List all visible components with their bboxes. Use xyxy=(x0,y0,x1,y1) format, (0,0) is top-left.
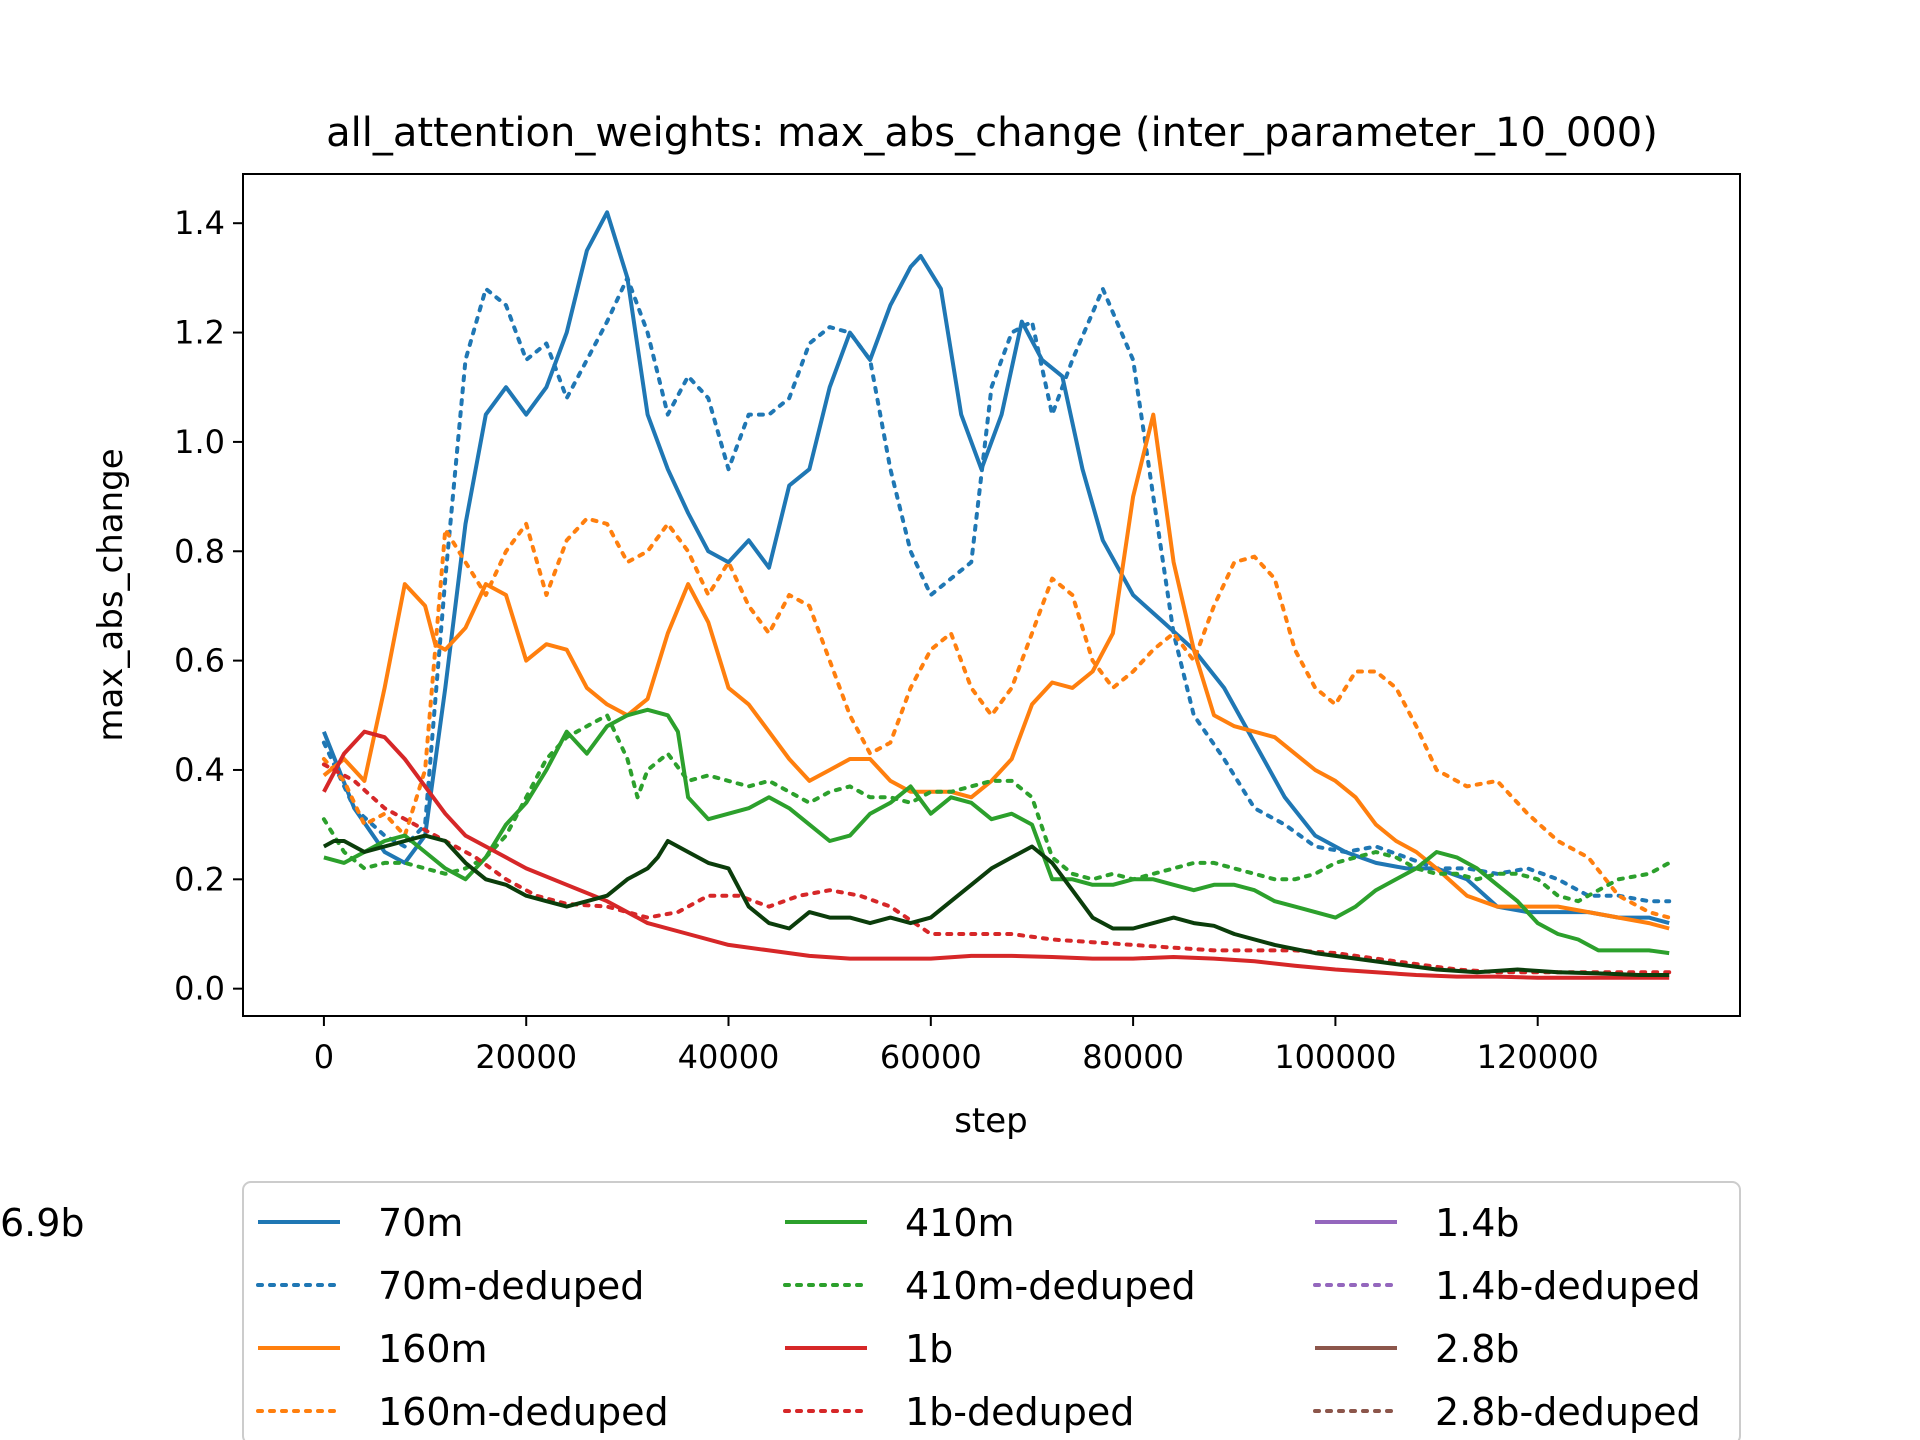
legend-label-8: 1.4b xyxy=(1435,1201,1520,1245)
y-axis-label: max_abs_change xyxy=(91,448,131,741)
series-line-4 xyxy=(323,707,1670,956)
legend-label-9: 1.4b-deduped xyxy=(1435,1264,1701,1308)
x-tick-label: 0 xyxy=(314,1038,334,1076)
series-line-12 xyxy=(322,833,1670,977)
series-line-1 xyxy=(321,275,1672,904)
y-tick-label: 1.4 xyxy=(174,204,225,242)
series-group xyxy=(321,210,1672,980)
x-axis: 0 20000 40000 60000 80000 100000 120000 xyxy=(314,1016,1599,1076)
y-tick-label: 0.6 xyxy=(174,642,225,680)
series-line-0 xyxy=(322,210,1670,926)
y-tick-label: 0.4 xyxy=(174,751,225,789)
y-tick-label: 0.0 xyxy=(174,970,225,1008)
x-tick-label: 20000 xyxy=(475,1038,577,1076)
chart-title: all_attention_weights: max_abs_change (i… xyxy=(326,110,1658,156)
series-line-7 xyxy=(321,762,1672,975)
legend-label-10: 2.8b xyxy=(1435,1327,1520,1371)
y-tick-label: 0.2 xyxy=(174,860,225,898)
legend-label-3: 160m-deduped xyxy=(378,1390,669,1434)
series-line-6 xyxy=(322,729,1670,980)
y-tick-label: 0.8 xyxy=(174,532,225,570)
series-line-3 xyxy=(321,516,1672,920)
legend-label-5: 410m-deduped xyxy=(905,1264,1196,1308)
legend-frame xyxy=(242,1181,1741,1440)
legend-label-4: 410m xyxy=(905,1201,1015,1245)
series-line-5 xyxy=(321,713,1672,904)
y-axis: 0.0 0.2 0.4 0.6 0.8 1.0 1.2 1.4 xyxy=(174,204,243,1008)
x-axis-label: step xyxy=(954,1101,1028,1141)
x-tick-label: 40000 xyxy=(678,1038,780,1076)
legend-label-12: 6.9b xyxy=(0,1201,85,1245)
x-tick-label: 60000 xyxy=(880,1038,982,1076)
series-line-2 xyxy=(322,412,1670,931)
y-tick-label: 1.2 xyxy=(174,314,225,352)
legend: 70m 70m-deduped 160m 160m-deduped 410m 410m-d… xyxy=(0,1181,1741,1440)
y-tick-label: 1.0 xyxy=(174,423,225,461)
legend-label-2: 160m xyxy=(378,1327,488,1371)
x-tick-label: 80000 xyxy=(1082,1038,1184,1076)
legend-label-7: 1b-deduped xyxy=(905,1390,1134,1434)
legend-label-0: 70m xyxy=(378,1201,463,1245)
x-tick-label: 120000 xyxy=(1477,1038,1599,1076)
legend-label-6: 1b xyxy=(905,1327,953,1371)
plot-frame xyxy=(242,173,1741,1017)
legend-label-11: 2.8b-deduped xyxy=(1435,1390,1701,1434)
legend-label-1: 70m-deduped xyxy=(378,1264,644,1308)
x-tick-label: 100000 xyxy=(1274,1038,1396,1076)
plot-area xyxy=(242,173,1741,1017)
